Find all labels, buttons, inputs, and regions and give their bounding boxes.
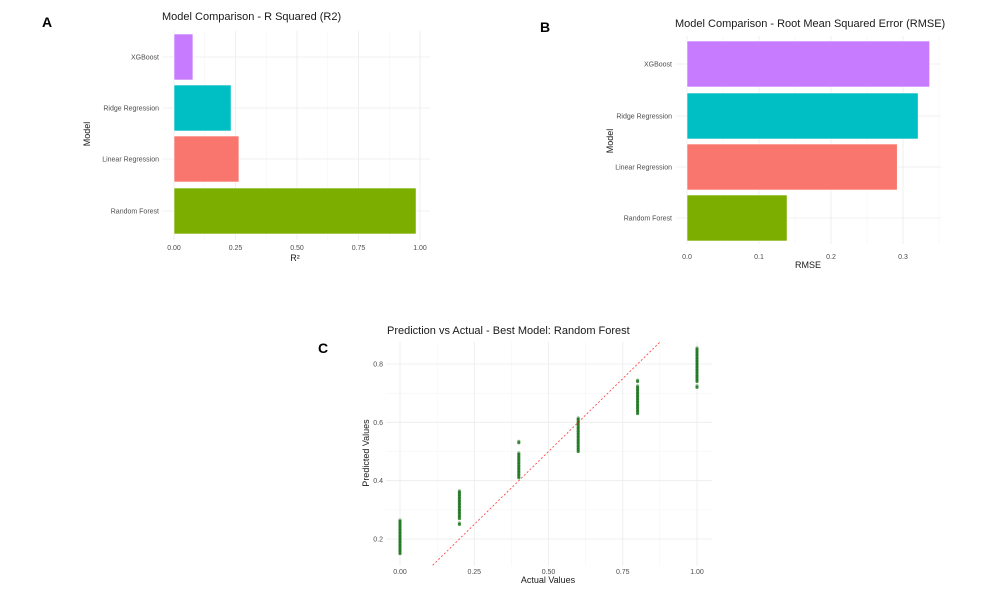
data-point [457, 489, 461, 493]
reference-line-y-equals-x [432, 341, 661, 566]
data-point [517, 439, 521, 443]
panel-label-b: B [540, 19, 550, 35]
data-point [517, 451, 521, 455]
panel-label-c: C [318, 340, 328, 356]
x-tick-label: 1.00 [413, 245, 427, 252]
bar-linear-regression [173, 135, 240, 183]
data-point [695, 384, 699, 388]
x-tick-label: 0.2 [826, 254, 836, 261]
y-tick-label: 0.8 [373, 362, 383, 369]
data-point [636, 378, 640, 382]
x-tick-label: 0.3 [898, 254, 908, 261]
y-tick-label: Linear Regression [102, 157, 159, 164]
x-tick-label: 0.25 [467, 569, 481, 576]
panel-c: C Prediction vs Actual - Best Model: Ran… [318, 325, 712, 585]
x-tick-label: 0.00 [393, 569, 407, 576]
y-tick-label: Random Forest [624, 216, 672, 223]
y-axis-label-a: Model [82, 122, 92, 147]
bar-random-forest [686, 194, 788, 242]
data-point [398, 518, 402, 522]
panel-b: B Model Comparison - Root Mean Squared E… [540, 18, 945, 270]
data-point [457, 521, 461, 525]
y-tick-label: Ridge Regression [616, 114, 672, 121]
x-tick-label: 0.1 [754, 254, 764, 261]
bar-random-forest [173, 187, 417, 235]
chart-title-a: Model Comparison - R Squared (R2) [162, 11, 341, 23]
plot-area-b: 0.0 0.1 0.2 0.3 Random Forest Linear Regressi… [615, 36, 941, 261]
x-tick-label: 0.00 [167, 245, 181, 252]
data-point [636, 384, 640, 388]
y-axis-label-c: Predicted Values [361, 419, 371, 487]
x-axis-label-c: Actual Values [521, 575, 576, 585]
x-tick-label: 0.25 [229, 245, 243, 252]
x-tick-label: 0.75 [616, 569, 630, 576]
plot-area-a: 0.00 0.25 0.50 0.75 1.00 Random Forest Linear … [102, 31, 430, 252]
bar-linear-regression [686, 143, 898, 191]
plot-area-c: 0.2 0.4 0.6 0.8 0.00 0.25 0.50 0.75 1.00 [373, 341, 712, 576]
x-axis-label-a: R² [290, 253, 300, 263]
x-tick-label: 0.75 [352, 245, 366, 252]
x-axis-label-b: RMSE [795, 260, 821, 270]
panel-label-a: A [42, 14, 52, 30]
y-tick-label: 0.6 [373, 420, 383, 427]
x-tick-label: 1.00 [690, 569, 704, 576]
panel-a: A Model Comparison - R Squared (R2) R² M… [42, 11, 430, 263]
bar-xgboost [686, 40, 930, 88]
x-tick-label: 0.0 [682, 254, 692, 261]
y-tick-label: 0.4 [373, 478, 383, 485]
x-tick-label: 0.50 [290, 245, 304, 252]
data-point [695, 346, 699, 350]
x-tick-label: 0.50 [542, 569, 556, 576]
y-tick-label: Linear Regression [615, 165, 672, 172]
bar-xgboost [173, 33, 194, 81]
chart-title-b: Model Comparison - Root Mean Squared Err… [675, 18, 945, 30]
chart-title-c: Prediction vs Actual - Best Model: Rando… [387, 325, 630, 337]
y-tick-label: XGBoost [131, 55, 159, 62]
data-point [576, 416, 580, 420]
y-tick-label: Ridge Regression [103, 106, 159, 113]
y-axis-label-b: Model [605, 129, 615, 154]
y-tick-label: Random Forest [111, 209, 159, 216]
bar-ridge-regression [686, 92, 919, 140]
y-tick-label: 0.2 [373, 537, 383, 544]
bar-ridge-regression [173, 84, 232, 132]
y-tick-label: XGBoost [644, 62, 672, 69]
